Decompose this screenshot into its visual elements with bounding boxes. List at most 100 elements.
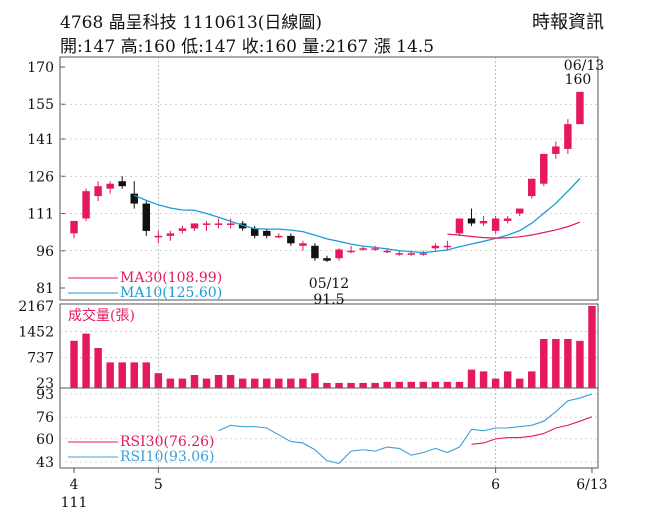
volume-tick-label: 737 xyxy=(27,350,54,366)
x-tick-label: 4 xyxy=(70,477,79,493)
annotation-date: 05/12 xyxy=(309,276,349,292)
x-year-label: 111 xyxy=(61,495,88,511)
candle-body xyxy=(347,250,355,253)
chart-date: 1110613 xyxy=(182,13,258,33)
x-tick-label: 6/13 xyxy=(576,477,607,493)
rsi-tick-label: 60 xyxy=(36,432,54,448)
candle-body xyxy=(94,186,102,197)
volume-bar xyxy=(443,381,452,388)
stat-3: 收:160 xyxy=(236,37,297,57)
candle-body xyxy=(323,258,331,261)
candle-body xyxy=(250,228,259,236)
candle-body xyxy=(540,153,548,184)
candle-body xyxy=(335,249,343,259)
candle-body xyxy=(275,235,283,238)
ma30-line xyxy=(447,221,581,239)
candle-body xyxy=(287,235,295,244)
candle-body xyxy=(564,124,572,149)
rsi-tick-label: 93 xyxy=(36,387,54,403)
rsi-tick-label: 43 xyxy=(36,455,54,471)
volume-bar xyxy=(154,373,163,388)
chart-period: (日線圖) xyxy=(257,13,323,33)
volume-bar xyxy=(226,375,235,388)
volume-bar xyxy=(190,375,199,388)
volume-bar xyxy=(419,381,428,388)
stock-code: 4768 xyxy=(60,13,104,33)
volume-bar xyxy=(540,339,548,388)
volume-bar xyxy=(371,382,379,388)
stat-5: 漲 14.5 xyxy=(368,37,435,57)
volume-title: 成交量(張) xyxy=(68,307,135,324)
volume-bar xyxy=(166,378,175,388)
candle-body xyxy=(226,223,235,225)
volume-bar xyxy=(479,371,488,388)
candle-body xyxy=(552,146,560,154)
volume-bar xyxy=(359,382,367,388)
volume-bar xyxy=(82,333,90,388)
volume-tick-label: 1452 xyxy=(18,325,54,341)
rsi-tick-label: 76 xyxy=(36,410,54,426)
chart-title: 4768 晶呈科技 1110613(日線圖) xyxy=(60,8,322,33)
candle-body xyxy=(491,218,500,231)
price-tick-label: 126 xyxy=(27,169,54,185)
rsi-line-rsi30 xyxy=(471,416,593,445)
candle-body xyxy=(166,233,175,236)
annotation-value: 160 xyxy=(565,72,592,88)
candle-body xyxy=(202,223,211,225)
volume-bar xyxy=(576,340,584,388)
candle-body xyxy=(503,218,512,221)
candle-body xyxy=(479,220,488,224)
candle-body xyxy=(395,253,403,255)
candle-body xyxy=(190,223,199,229)
volume-bar xyxy=(250,378,259,388)
candle-body xyxy=(443,245,452,248)
candle-body xyxy=(455,218,464,234)
volume-bar xyxy=(238,378,247,388)
annotation-date: 06/13 xyxy=(564,58,604,74)
volume-bar xyxy=(503,371,512,388)
volume-tick-label: 23 xyxy=(36,376,54,392)
candle-body xyxy=(467,218,476,224)
legend-label-ma10: MA10(125.60) xyxy=(120,285,222,301)
volume-bar xyxy=(275,378,283,388)
candle-body xyxy=(214,223,223,225)
volume-bar xyxy=(347,382,355,388)
volume-tick-label: 2167 xyxy=(18,299,54,315)
candle-body xyxy=(154,235,163,238)
candle-body xyxy=(263,230,271,236)
volume-bar xyxy=(130,362,138,388)
annotation-value: 91.5 xyxy=(313,292,344,308)
candle-body xyxy=(311,245,319,259)
candle-body xyxy=(82,191,90,219)
volume-bar xyxy=(106,362,114,388)
volume-bar xyxy=(263,378,271,388)
price-tick-label: 155 xyxy=(27,97,54,113)
volume-bar xyxy=(311,373,319,388)
volume-bar xyxy=(383,381,391,388)
stat-0: 開:147 xyxy=(60,37,116,57)
candle-body xyxy=(576,91,584,125)
candle-body xyxy=(130,193,138,204)
source-label: 時報資訊 xyxy=(532,12,604,33)
candle-body xyxy=(299,243,307,246)
volume-bar xyxy=(118,362,126,388)
candle-body xyxy=(515,208,524,214)
candle-body xyxy=(371,248,379,250)
price-tick-label: 96 xyxy=(36,244,54,260)
candle-body xyxy=(359,248,367,250)
stat-2: 低:147 xyxy=(175,37,237,57)
volume-bar xyxy=(142,362,151,388)
volume-bar xyxy=(467,369,476,388)
price-stats: 開:147 高:160 低:147 收:160 量:2167 漲 14.5 xyxy=(60,32,434,57)
volume-bar xyxy=(528,371,536,388)
candle-body xyxy=(407,253,416,255)
candle-body xyxy=(70,220,78,234)
x-tick-label: 5 xyxy=(154,477,163,493)
panel-frame-0 xyxy=(59,56,599,301)
volume-bar xyxy=(214,375,223,388)
rsi-line-rsi10 xyxy=(218,393,593,464)
candle-body xyxy=(528,178,536,197)
volume-bar xyxy=(70,340,78,388)
candle-body xyxy=(431,245,440,249)
